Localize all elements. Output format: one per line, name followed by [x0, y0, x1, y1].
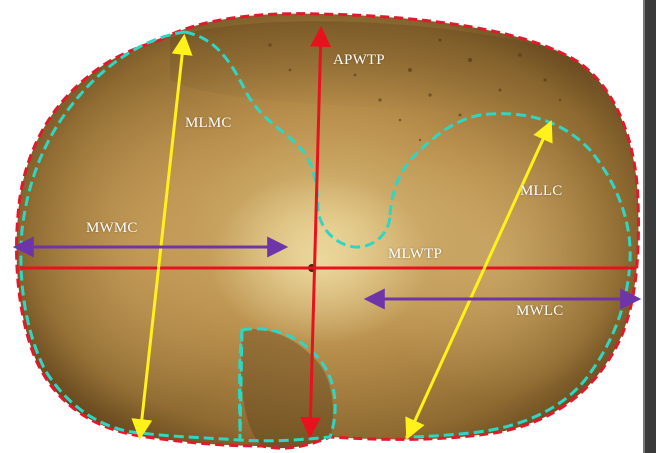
mllc-arrow — [405, 120, 553, 440]
bone-texture-pits — [268, 38, 562, 142]
right-edge-bar-highlight — [643, 0, 645, 453]
apwtp-axis-line — [299, 25, 332, 439]
right-edge-bar — [643, 0, 656, 453]
mwmc-label: MWMC — [86, 220, 138, 236]
anterior-rough-area — [170, 21, 600, 115]
mlmc-label: MLMC — [185, 115, 232, 131]
mwlc-label: MWLC — [516, 303, 564, 319]
apwtp-label: APWTP — [333, 52, 385, 68]
mllc-label: MLLC — [520, 183, 563, 199]
mlwtp-label: MLWTP — [388, 246, 443, 262]
